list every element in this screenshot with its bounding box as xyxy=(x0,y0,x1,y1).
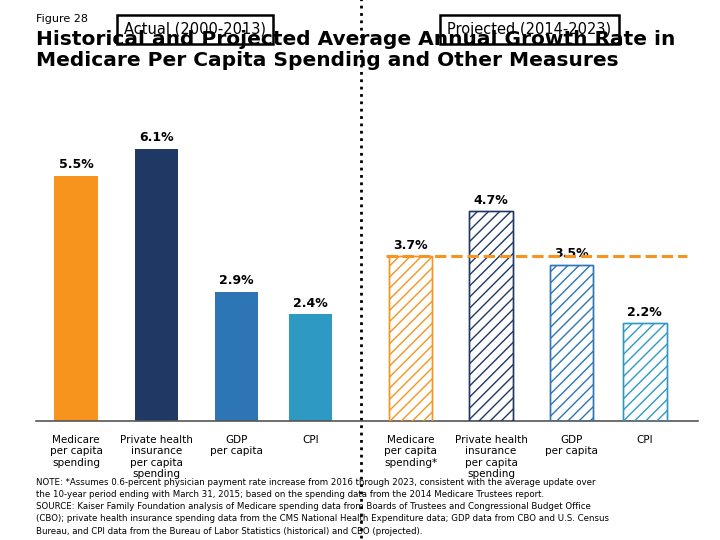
Text: CPI: CPI xyxy=(302,435,319,444)
Bar xyxy=(623,323,667,421)
Text: 2.4%: 2.4% xyxy=(293,296,328,309)
Bar xyxy=(549,265,593,421)
Text: 3.7%: 3.7% xyxy=(393,239,428,252)
Text: NOTE: *Assumes 0.6-percent physician payment rate increase from 2016 through 202: NOTE: *Assumes 0.6-percent physician pay… xyxy=(36,478,609,536)
Text: 2.2%: 2.2% xyxy=(628,306,662,319)
Bar xyxy=(135,149,178,421)
Bar xyxy=(469,211,513,421)
Text: 4.7%: 4.7% xyxy=(474,194,508,207)
Text: Private health
insurance
per capita
spending: Private health insurance per capita spen… xyxy=(120,435,193,480)
Text: Private health
insurance
per capita
spending: Private health insurance per capita spen… xyxy=(454,435,528,480)
Bar xyxy=(55,176,98,421)
Bar xyxy=(389,256,433,421)
Text: 3.5%: 3.5% xyxy=(554,247,588,260)
Text: 2.9%: 2.9% xyxy=(220,274,254,287)
Bar xyxy=(289,314,332,421)
Bar xyxy=(469,211,513,421)
Text: Medicare
per capita
spending*: Medicare per capita spending* xyxy=(384,435,437,468)
Text: Projected (2014-2023): Projected (2014-2023) xyxy=(447,22,611,37)
Bar xyxy=(549,265,593,421)
Text: 5.5%: 5.5% xyxy=(59,158,94,171)
Text: CPI: CPI xyxy=(636,435,653,444)
Text: Medicare Per Capita Spending and Other Measures: Medicare Per Capita Spending and Other M… xyxy=(36,51,618,70)
Text: GDP
per capita: GDP per capita xyxy=(210,435,264,456)
Bar xyxy=(215,292,258,421)
Text: Figure 28: Figure 28 xyxy=(36,14,88,24)
Bar xyxy=(623,323,667,421)
Text: GDP
per capita: GDP per capita xyxy=(545,435,598,456)
Text: Historical and Projected Average Annual Growth Rate in: Historical and Projected Average Annual … xyxy=(36,30,675,49)
Text: 6.1%: 6.1% xyxy=(139,131,174,144)
Bar xyxy=(389,256,433,421)
Text: Actual (2000-2013): Actual (2000-2013) xyxy=(124,22,266,37)
Text: Medicare
per capita
spending: Medicare per capita spending xyxy=(50,435,102,468)
